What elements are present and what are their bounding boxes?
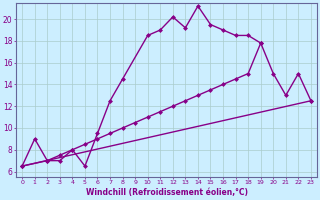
X-axis label: Windchill (Refroidissement éolien,°C): Windchill (Refroidissement éolien,°C) bbox=[85, 188, 248, 197]
